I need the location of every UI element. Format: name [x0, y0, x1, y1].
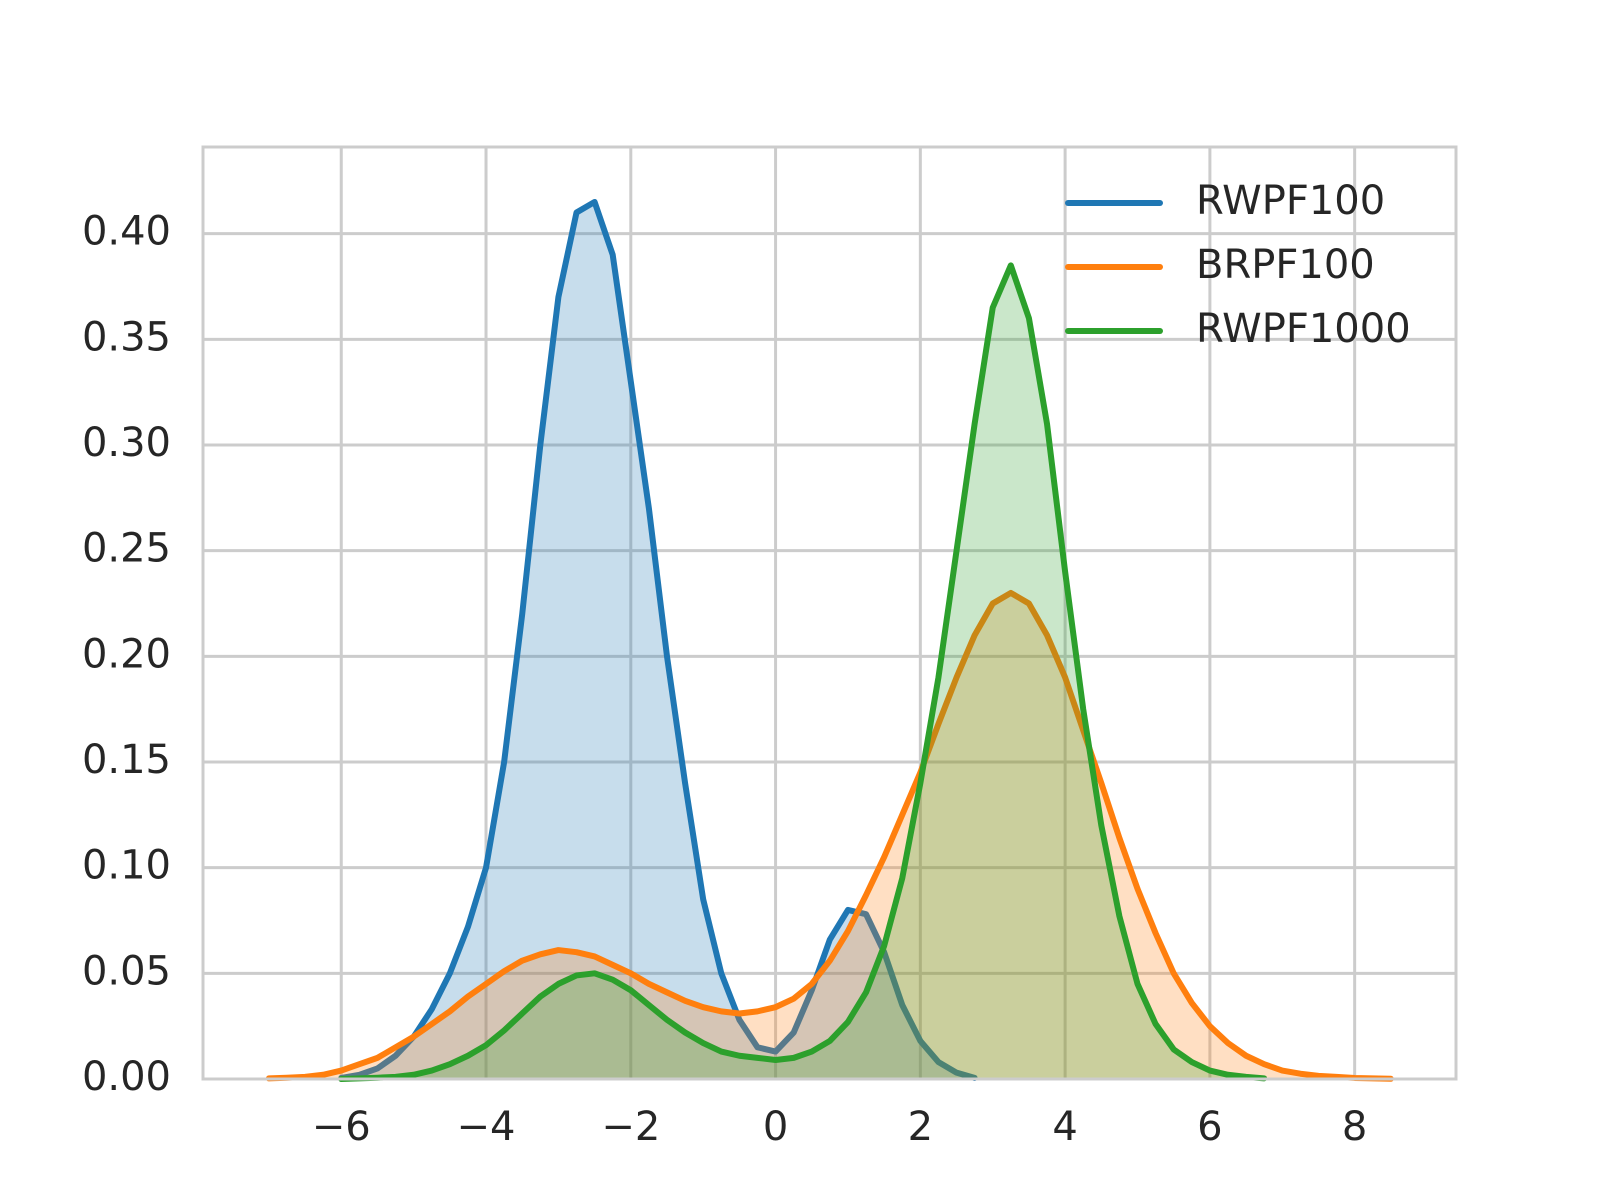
- x-tick-label: 4: [1052, 1104, 1077, 1150]
- y-tick-label: 0.15: [82, 737, 171, 783]
- y-tick-label: 0.20: [82, 631, 171, 677]
- x-tick-label: −2: [601, 1104, 660, 1150]
- density-line: [338, 262, 1268, 1082]
- x-tick-label: −6: [312, 1104, 371, 1150]
- legend-label: RWPF1000: [1196, 306, 1411, 352]
- density-line: [338, 198, 978, 1081]
- y-tick-label: 0.10: [82, 843, 171, 889]
- y-tick-label: 0.35: [82, 314, 171, 360]
- plot-frame: [201, 145, 1458, 1081]
- plot-area: [265, 198, 1394, 1082]
- density-area: [341, 265, 1265, 1080]
- density-area: [341, 201, 975, 1079]
- legend: RWPF100 BRPF100 RWPF1000: [1065, 178, 1411, 352]
- x-tick-label: −4: [457, 1104, 516, 1150]
- x-tick-label: 0: [763, 1104, 788, 1150]
- density-line: [265, 589, 1394, 1082]
- x-tick-label: 8: [1342, 1104, 1367, 1150]
- y-tick-label: 0.00: [82, 1054, 171, 1100]
- x-tick-label: 2: [908, 1104, 933, 1150]
- y-tick-label: 0.30: [82, 420, 171, 466]
- x-tick-label: 6: [1197, 1104, 1222, 1150]
- legend-label: BRPF100: [1196, 242, 1375, 288]
- y-tick-label: 0.05: [82, 948, 171, 994]
- legend-label: RWPF100: [1196, 178, 1385, 224]
- density-area: [268, 592, 1391, 1079]
- y-tick-label: 0.25: [82, 526, 171, 572]
- y-tick-label: 0.40: [82, 209, 171, 255]
